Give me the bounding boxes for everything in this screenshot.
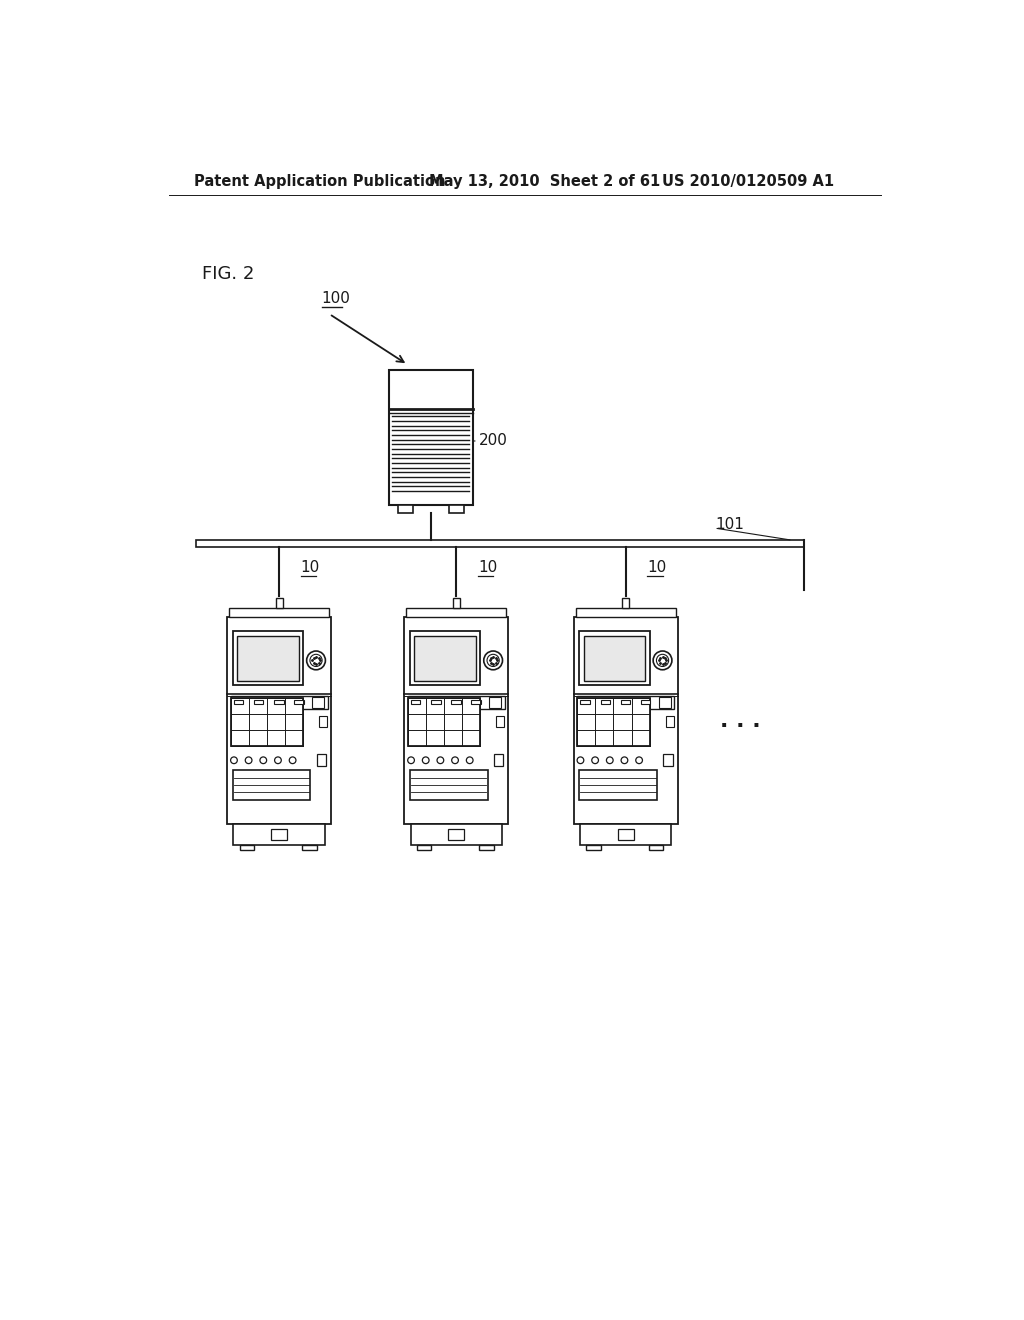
Bar bbox=[411, 825, 502, 845]
Text: May 13, 2010  Sheet 2 of 61: May 13, 2010 Sheet 2 of 61 bbox=[429, 174, 660, 189]
Bar bbox=[580, 771, 657, 800]
Text: 10: 10 bbox=[301, 560, 319, 576]
Bar bbox=[227, 616, 331, 825]
Text: 10: 10 bbox=[478, 560, 497, 576]
Bar bbox=[580, 825, 672, 845]
Bar bbox=[479, 845, 494, 850]
Bar bbox=[623, 598, 629, 609]
Bar bbox=[230, 696, 328, 709]
Text: US 2010/0120509 A1: US 2010/0120509 A1 bbox=[662, 174, 834, 189]
Bar bbox=[410, 631, 480, 685]
Text: 101: 101 bbox=[716, 516, 744, 532]
Bar bbox=[232, 771, 310, 800]
Bar bbox=[411, 701, 421, 705]
Text: 10: 10 bbox=[647, 560, 667, 576]
Bar bbox=[274, 701, 284, 705]
Text: Patent Application Publication: Patent Application Publication bbox=[195, 174, 446, 189]
Bar bbox=[316, 754, 326, 766]
Bar bbox=[230, 698, 303, 746]
Bar bbox=[584, 636, 645, 681]
Bar bbox=[415, 636, 475, 681]
Bar bbox=[664, 754, 673, 766]
Bar bbox=[302, 845, 316, 850]
Bar bbox=[233, 825, 325, 845]
Bar bbox=[196, 540, 804, 548]
Bar bbox=[417, 845, 431, 850]
Bar bbox=[240, 845, 254, 850]
Bar bbox=[617, 829, 634, 840]
Text: 100: 100 bbox=[322, 292, 350, 306]
Bar bbox=[573, 616, 678, 825]
Bar bbox=[319, 717, 327, 727]
Bar bbox=[407, 609, 506, 616]
Bar bbox=[408, 696, 505, 709]
Bar bbox=[666, 717, 674, 727]
Bar bbox=[648, 845, 664, 850]
Bar bbox=[404, 616, 508, 825]
Text: 200: 200 bbox=[479, 433, 508, 449]
Bar bbox=[580, 631, 649, 685]
Bar bbox=[453, 598, 460, 609]
Bar bbox=[641, 701, 650, 705]
Bar bbox=[452, 701, 461, 705]
Bar bbox=[494, 754, 503, 766]
Bar bbox=[271, 829, 287, 840]
Bar bbox=[578, 696, 674, 709]
Bar bbox=[233, 701, 244, 705]
Bar bbox=[388, 370, 473, 506]
Bar bbox=[578, 698, 650, 746]
Bar bbox=[408, 698, 480, 746]
Bar bbox=[581, 701, 590, 705]
Bar bbox=[449, 829, 464, 840]
Bar bbox=[232, 631, 303, 685]
Bar bbox=[489, 697, 502, 708]
Bar bbox=[431, 701, 440, 705]
Bar bbox=[575, 609, 676, 616]
Bar bbox=[275, 598, 283, 609]
Bar bbox=[238, 636, 299, 681]
Bar bbox=[397, 506, 413, 512]
Bar bbox=[497, 717, 504, 727]
Bar bbox=[600, 701, 610, 705]
Bar bbox=[410, 771, 487, 800]
Bar bbox=[658, 697, 671, 708]
Bar bbox=[229, 609, 329, 616]
Text: FIG. 2: FIG. 2 bbox=[202, 265, 255, 282]
Bar bbox=[586, 845, 601, 850]
Bar bbox=[294, 701, 304, 705]
Bar bbox=[254, 701, 263, 705]
Bar bbox=[471, 701, 480, 705]
Bar bbox=[621, 701, 630, 705]
Text: . . .: . . . bbox=[720, 710, 760, 730]
Bar bbox=[449, 506, 464, 512]
Bar bbox=[312, 697, 325, 708]
